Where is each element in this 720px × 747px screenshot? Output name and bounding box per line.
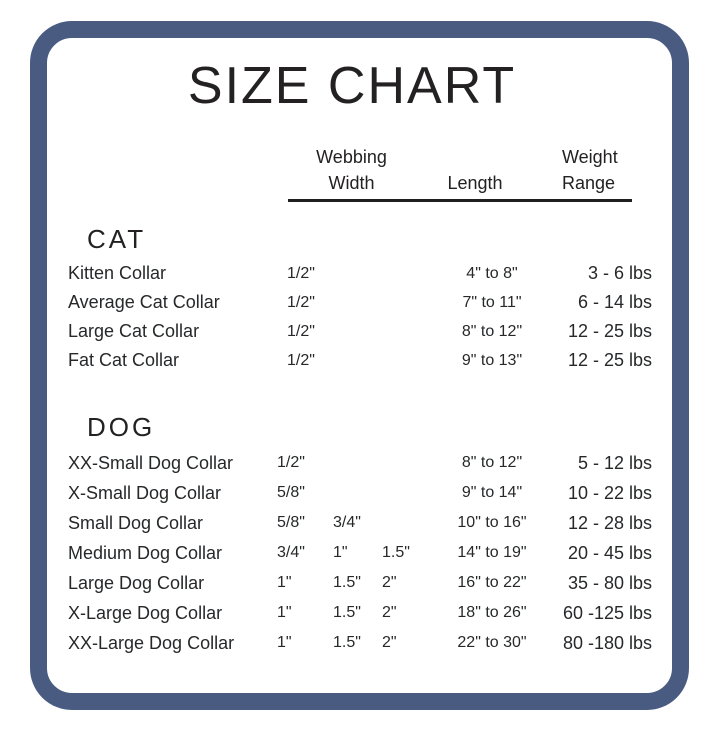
webbing-width-2: 1.5" <box>333 574 361 591</box>
length-range: 14" to 19" <box>457 544 527 561</box>
webbing-width-1: 3/4" <box>277 544 305 561</box>
section-label-cat: CAT <box>87 224 147 254</box>
weight-header-line1: Weight <box>562 147 618 167</box>
table-row: Average Cat Collar 1/2" 7" to 11" 6 - 14… <box>68 288 652 317</box>
weight-range: 6 - 14 lbs <box>577 292 652 312</box>
table-row: Large Cat Collar 1/2" 8" to 12" 12 - 25 … <box>68 317 652 346</box>
header-underline <box>288 199 632 202</box>
webbing-width-1: 1" <box>277 634 292 651</box>
dog-rows: XX-Small Dog Collar 1/2" 8" to 12" 5 - 1… <box>68 448 652 658</box>
table-row: Small Dog Collar 5/8" 3/4" 10" to 16" 12… <box>68 508 652 538</box>
weight-range: 35 - 80 lbs <box>567 572 652 593</box>
webbing-width-3: 1.5" <box>382 544 410 561</box>
length-range: 9" to 13" <box>461 351 523 369</box>
webbing-width-1: 1/2" <box>287 351 315 369</box>
webbing-width-2: 3/4" <box>333 514 361 531</box>
table-row: Kitten Collar 1/2" 4" to 8" 3 - 6 lbs <box>68 259 652 288</box>
collar-name: XX-Small Dog Collar <box>68 452 234 473</box>
table-row: Fat Cat Collar 1/2" 9" to 13" 12 - 25 lb… <box>68 346 652 375</box>
length-range: 8" to 12" <box>461 322 523 340</box>
column-header-row: Webbing Width Length Weight Range <box>68 142 652 196</box>
webbing-width-2: 1.5" <box>333 634 361 651</box>
webbing-width-3: 2" <box>382 634 397 651</box>
webbing-width-1: 1/2" <box>287 293 315 311</box>
collar-name: Large Dog Collar <box>68 572 205 593</box>
collar-name: Fat Cat Collar <box>68 350 180 370</box>
collar-name: X-Small Dog Collar <box>68 482 222 503</box>
table-row: XX-Small Dog Collar 1/2" 8" to 12" 5 - 1… <box>68 448 652 478</box>
length-range: 4" to 8" <box>466 264 518 282</box>
webbing-width-1: 1/2" <box>287 322 315 340</box>
webbing-header-line2: Width <box>328 173 375 193</box>
webbing-width-1: 5/8" <box>277 484 305 501</box>
webbing-width-1: 1/2" <box>277 454 305 471</box>
weight-range: 12 - 25 lbs <box>567 350 652 370</box>
collar-name: Kitten Collar <box>68 263 167 283</box>
webbing-width-1: 5/8" <box>277 514 305 531</box>
weight-range: 12 - 25 lbs <box>567 321 652 341</box>
collar-name: Small Dog Collar <box>68 512 204 533</box>
collar-name: Medium Dog Collar <box>68 542 223 563</box>
column-header-weight-range: Weight Range <box>562 144 652 196</box>
cat-rows: Kitten Collar 1/2" 4" to 8" 3 - 6 lbs Av… <box>68 259 652 375</box>
webbing-header-line1: Webbing <box>316 147 387 167</box>
column-header-length: Length <box>447 173 503 193</box>
rounded-frame-border <box>30 21 689 710</box>
weight-range: 3 - 6 lbs <box>587 263 652 283</box>
collar-name: Large Cat Collar <box>68 321 200 341</box>
weight-range: 80 -180 lbs <box>562 632 652 653</box>
weight-range: 12 - 28 lbs <box>567 512 652 533</box>
length-range: 10" to 16" <box>457 514 527 531</box>
length-range: 8" to 12" <box>461 454 523 471</box>
weight-range: 5 - 12 lbs <box>577 452 652 473</box>
weight-range: 20 - 45 lbs <box>567 542 652 563</box>
length-range: 7" to 11" <box>462 293 522 311</box>
webbing-width-1: 1/2" <box>287 264 315 282</box>
length-range: 16" to 22" <box>457 574 527 591</box>
length-range: 18" to 26" <box>457 604 527 621</box>
webbing-width-2: 1.5" <box>333 604 361 621</box>
webbing-width-3: 2" <box>382 574 397 591</box>
webbing-width-1: 1" <box>277 574 292 591</box>
collar-name: Average Cat Collar <box>68 292 220 312</box>
collar-name: XX-Large Dog Collar <box>68 632 235 653</box>
collar-name: X-Large Dog Collar <box>68 602 223 623</box>
page-title: SIZE CHART <box>187 57 517 115</box>
webbing-width-3: 2" <box>382 604 397 621</box>
column-header-webbing-width: Webbing Width <box>265 144 422 196</box>
weight-header-line2: Range <box>562 173 616 193</box>
webbing-width-2: 1" <box>333 544 348 561</box>
table-row: Large Dog Collar 1" 1.5" 2" 16" to 22" 3… <box>68 568 652 598</box>
length-range: 22" to 30" <box>457 634 527 651</box>
table-row: X-Small Dog Collar 5/8" 9" to 14" 10 - 2… <box>68 478 652 508</box>
weight-range: 10 - 22 lbs <box>567 482 652 503</box>
table-row: X-Large Dog Collar 1" 1.5" 2" 18" to 26"… <box>68 598 652 628</box>
length-range: 9" to 14" <box>461 484 523 501</box>
section-label-dog: DOG <box>87 412 156 442</box>
table-row: Medium Dog Collar 3/4" 1" 1.5" 14" to 19… <box>68 538 652 568</box>
webbing-width-1: 1" <box>277 604 292 621</box>
table-row: XX-Large Dog Collar 1" 1.5" 2" 22" to 30… <box>68 628 652 658</box>
weight-range: 60 -125 lbs <box>562 602 652 623</box>
